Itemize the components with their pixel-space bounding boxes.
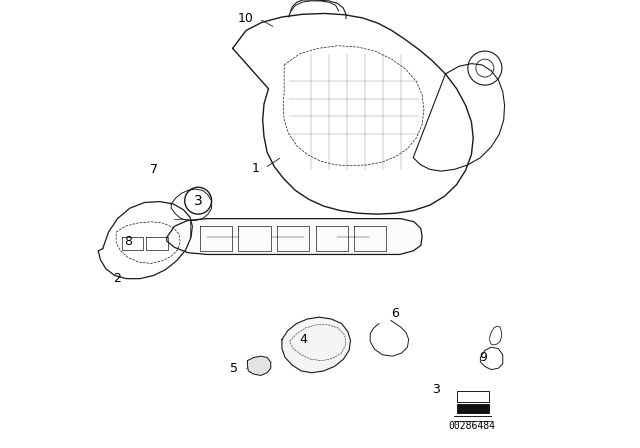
- Bar: [457, 391, 489, 402]
- Text: 10: 10: [238, 12, 253, 26]
- Text: 6: 6: [391, 307, 399, 320]
- Text: 00286484: 00286484: [449, 421, 496, 431]
- Text: 1: 1: [252, 161, 260, 175]
- Text: 3: 3: [433, 383, 440, 396]
- Text: 7: 7: [150, 163, 158, 176]
- Text: 2: 2: [113, 272, 122, 285]
- Text: 5: 5: [230, 362, 239, 375]
- Bar: [457, 404, 489, 413]
- Text: 8: 8: [124, 234, 132, 248]
- Polygon shape: [248, 356, 271, 375]
- Polygon shape: [167, 219, 422, 254]
- Polygon shape: [282, 317, 351, 373]
- Text: 3: 3: [194, 194, 202, 208]
- Text: 9: 9: [479, 351, 488, 364]
- Text: 4: 4: [299, 333, 307, 346]
